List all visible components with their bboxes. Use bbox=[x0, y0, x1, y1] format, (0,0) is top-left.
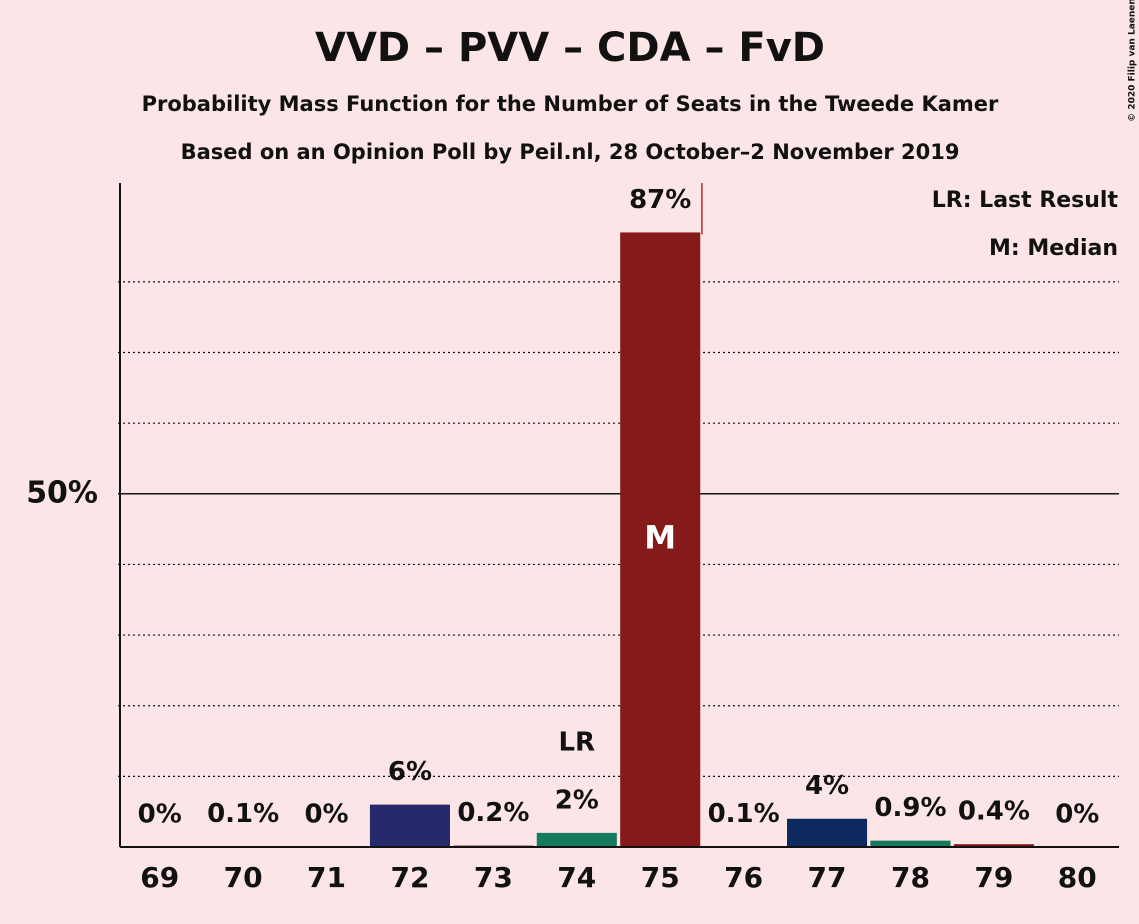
y-tick-label: 50% bbox=[26, 475, 98, 510]
value-label: 0.1% bbox=[207, 799, 279, 829]
legend-entry: LR: Last Result bbox=[932, 188, 1119, 213]
x-tick-label: 77 bbox=[808, 861, 847, 894]
value-label: 0% bbox=[1055, 800, 1099, 830]
x-tick-label: 76 bbox=[724, 861, 763, 894]
x-tick-label: 72 bbox=[390, 861, 429, 894]
value-label: 0% bbox=[304, 800, 348, 830]
value-label: 0.4% bbox=[958, 797, 1030, 827]
bar bbox=[953, 844, 1034, 847]
x-tick-label: 79 bbox=[974, 861, 1013, 894]
chart-title: VVD – PVV – CDA – FvD bbox=[315, 25, 825, 71]
chart-subtitle: Probability Mass Function for the Number… bbox=[142, 92, 999, 116]
bar bbox=[369, 804, 450, 847]
median-label: M bbox=[644, 519, 676, 557]
value-label: 0.1% bbox=[708, 799, 780, 829]
bar bbox=[536, 832, 617, 847]
value-label: 0% bbox=[138, 800, 182, 830]
x-tick-label: 70 bbox=[224, 861, 263, 894]
value-label: 0.2% bbox=[457, 798, 529, 828]
bar bbox=[787, 818, 868, 847]
x-tick-label: 69 bbox=[140, 861, 179, 894]
x-tick-label: 71 bbox=[307, 861, 346, 894]
bar bbox=[870, 840, 951, 847]
x-tick-label: 75 bbox=[641, 861, 680, 894]
value-label: 0.9% bbox=[874, 793, 946, 823]
x-tick-label: 80 bbox=[1058, 861, 1097, 894]
credit: © 2020 Filip van Laenen bbox=[1128, 0, 1138, 122]
value-label: 4% bbox=[805, 771, 849, 801]
x-tick-label: 78 bbox=[891, 861, 930, 894]
value-label: 87% bbox=[629, 185, 691, 215]
x-tick-label: 73 bbox=[474, 861, 513, 894]
value-label: 2% bbox=[555, 785, 599, 815]
chart-subtitle: Based on an Opinion Poll by Peil.nl, 28 … bbox=[181, 140, 960, 164]
x-tick-label: 74 bbox=[557, 861, 596, 894]
value-label: 6% bbox=[388, 757, 432, 787]
annotation: LR bbox=[558, 727, 595, 757]
bar bbox=[620, 232, 701, 848]
legend-entry: M: Median bbox=[989, 236, 1118, 261]
